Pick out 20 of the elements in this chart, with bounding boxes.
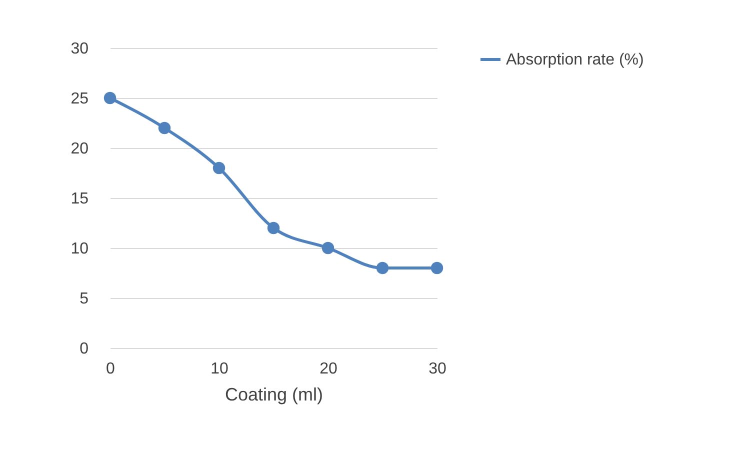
y-tick-label: 30: [70, 40, 89, 58]
legend-label: Absorption rate (%): [506, 52, 644, 68]
point: [430, 262, 444, 274]
point: [322, 242, 334, 254]
point: [158, 122, 171, 134]
x-tick-label: 0: [106, 360, 116, 378]
point: [104, 92, 116, 104]
x-tick-label: 20: [320, 360, 338, 378]
point: [267, 222, 280, 234]
y-tick-label: 10: [70, 240, 89, 258]
point: [376, 262, 389, 274]
y-tick-label: 20: [70, 140, 89, 158]
y-tick-label: 15: [70, 190, 89, 208]
y-tick-label: 25: [70, 90, 89, 108]
y-tick-label: 5: [80, 290, 89, 308]
point: [212, 162, 226, 174]
y-tick-label: 0: [80, 340, 89, 358]
x-tick-label: 30: [428, 360, 446, 378]
x-axis-title: Coating (ml): [224, 384, 324, 404]
x-tick-label: 10: [210, 360, 228, 378]
